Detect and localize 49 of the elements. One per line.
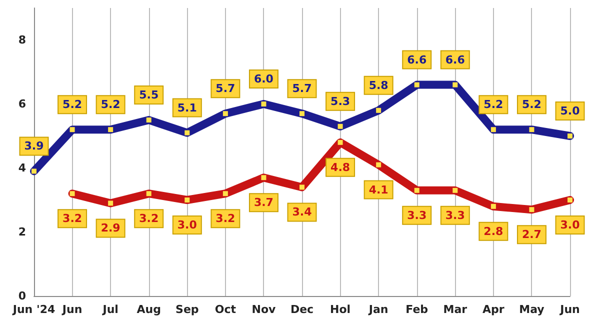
x-tick-label: Nov (252, 303, 277, 316)
data-label: 5.7 (216, 82, 236, 96)
y-tick-label: 8 (18, 34, 26, 46)
y-tick-label: 0 (18, 290, 26, 302)
data-label: 3.0 (560, 218, 580, 232)
data-label: 3.2 (139, 212, 159, 226)
x-tick-label: Dec (290, 303, 314, 316)
x-tick-label: Feb (406, 303, 428, 316)
data-label: 2.8 (484, 224, 504, 238)
x-tick-label: Sep (176, 303, 199, 316)
y-tick-label: 4 (18, 162, 26, 174)
data-label: 5.8 (368, 78, 388, 92)
data-label: 2.7 (522, 228, 542, 242)
data-label: 6.6 (407, 53, 427, 66)
data-label: 5.0 (560, 104, 580, 118)
data-label: 2.9 (100, 222, 120, 235)
data-label: 3.2 (62, 212, 82, 226)
y-tick-label: 6 (18, 98, 26, 110)
data-label: 3.3 (445, 208, 465, 222)
data-label: 3.0 (177, 218, 198, 232)
data-label: 5.2 (100, 98, 120, 112)
data-label: 6.6 (445, 53, 466, 66)
data-label: 5.3 (330, 94, 350, 108)
data-label: 3.4 (292, 206, 312, 219)
data-label: 5.2 (484, 98, 504, 112)
x-tick-label: Oct (214, 303, 236, 316)
data-label: 5.2 (62, 98, 82, 112)
data-label: 5.1 (177, 101, 197, 114)
data-label: 5.7 (292, 82, 312, 96)
data-label: 3.9 (24, 140, 44, 153)
x-tick-label: Jun '24 (12, 303, 56, 316)
x-tick-label: Jun (559, 303, 580, 316)
x-tick-label: Jul (102, 303, 118, 316)
data-label: 5.5 (139, 88, 159, 102)
x-tick-label: Hol (330, 303, 351, 316)
x-tick-label: Mar (443, 303, 468, 316)
data-label: 3.3 (407, 208, 427, 222)
y-tick-label: 2 (18, 226, 26, 238)
data-label: 3.2 (216, 212, 236, 226)
x-tick-label: Apr (482, 303, 505, 316)
x-tick-label: Jan (368, 303, 388, 316)
data-label: 3.7 (254, 196, 274, 210)
data-label: 6.0 (254, 72, 274, 86)
x-tick-label: May (519, 303, 544, 316)
data-label: 5.2 (522, 98, 542, 112)
x-tick-label: Aug (136, 303, 161, 316)
data-label: 4.8 (330, 160, 350, 174)
x-tick-label: Jun (61, 303, 82, 316)
data-label: 4.1 (368, 183, 388, 196)
